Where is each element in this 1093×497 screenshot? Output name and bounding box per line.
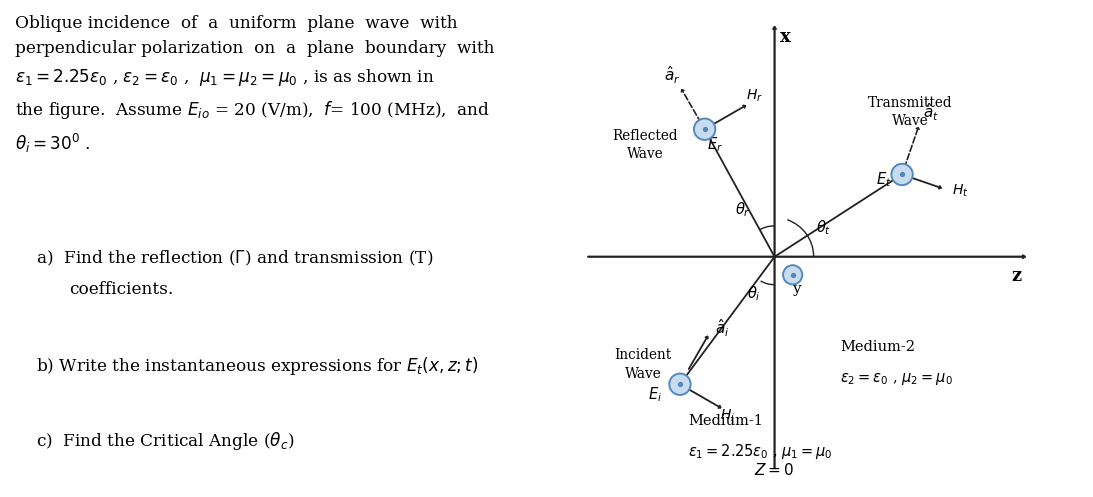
Text: $\hat{a}_t$: $\hat{a}_t$: [922, 101, 939, 123]
Circle shape: [669, 374, 691, 395]
Text: b) Write the instantaneous expressions for $E_t(x, z; t)$: b) Write the instantaneous expressions f…: [36, 355, 479, 377]
Text: Medium-1: Medium-1: [689, 414, 763, 428]
Text: $\theta_i$: $\theta_i$: [748, 284, 761, 303]
Circle shape: [892, 164, 913, 185]
Text: $\hat{a}_i$: $\hat{a}_i$: [715, 317, 730, 338]
Text: Oblique incidence  of  a  uniform  plane  wave  with
perpendicular polarization : Oblique incidence of a uniform plane wav…: [15, 15, 495, 156]
Text: Transmitted
Wave: Transmitted Wave: [868, 96, 953, 128]
Text: $\hat{a}_r$: $\hat{a}_r$: [663, 65, 680, 86]
Text: $\varepsilon_1 = 2.25\varepsilon_0$ , $\mu_1 = \mu_0$: $\varepsilon_1 = 2.25\varepsilon_0$ , $\…: [689, 442, 833, 461]
Text: $E_t$: $E_t$: [875, 170, 891, 189]
Text: $E_r$: $E_r$: [707, 136, 724, 155]
Circle shape: [694, 118, 715, 140]
Text: x: x: [780, 28, 791, 46]
Text: Medium-2: Medium-2: [841, 340, 915, 354]
Text: a)  Find the reflection ($\Gamma$) and transmission (T): a) Find the reflection ($\Gamma$) and tr…: [36, 248, 433, 268]
Text: $H_r$: $H_r$: [747, 87, 763, 104]
Text: $\theta_t$: $\theta_t$: [816, 218, 832, 237]
Text: y: y: [791, 282, 800, 296]
Circle shape: [783, 265, 802, 284]
Text: $\varepsilon_2 = \varepsilon_0$ , $\mu_2 = \mu_0$: $\varepsilon_2 = \varepsilon_0$ , $\mu_2…: [841, 371, 953, 387]
Text: $\theta_r$: $\theta_r$: [736, 200, 751, 219]
Text: $H_t$: $H_t$: [952, 182, 968, 199]
Text: $H_i$: $H_i$: [720, 408, 736, 424]
Text: z: z: [1011, 267, 1021, 285]
Text: coefficients.: coefficients.: [69, 281, 174, 298]
Text: Incident
Wave: Incident Wave: [614, 348, 671, 381]
Text: $Z = 0$: $Z = 0$: [754, 462, 795, 478]
Text: Reflected
Wave: Reflected Wave: [612, 129, 679, 161]
Text: c)  Find the Critical Angle ($\theta_c$): c) Find the Critical Angle ($\theta_c$): [36, 430, 294, 452]
Text: $E_i$: $E_i$: [648, 385, 662, 404]
